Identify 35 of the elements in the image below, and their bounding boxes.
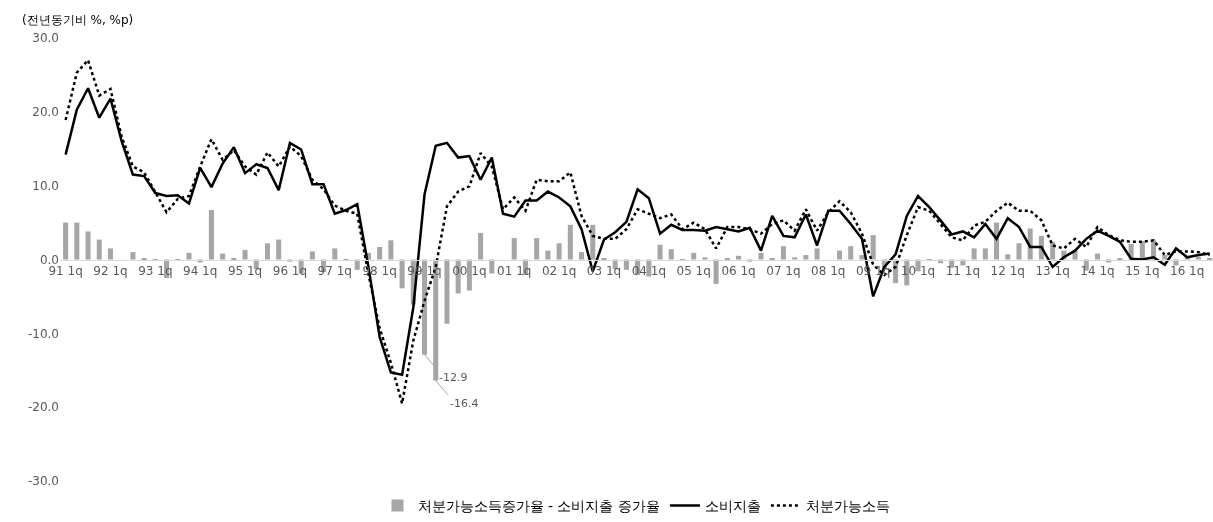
y-tick-label: 10.0 — [32, 178, 59, 193]
y-tick-label: 30.0 — [32, 31, 59, 46]
x-tick-label: 08 1q — [811, 263, 846, 278]
legend-label: 처분가능소득증가율 - 소비지출 증가율 — [417, 498, 660, 515]
x-tick-label: 93 1q — [138, 263, 173, 278]
x-tick-label: 97 1q — [317, 263, 352, 278]
x-tick-label: 13 1q — [1035, 263, 1070, 278]
data-label: -12.9 — [439, 371, 468, 384]
x-tick-label: 96 1q — [272, 263, 308, 278]
x-tick-label: 02 1q — [541, 263, 577, 278]
y-axis-title: (전년동기비 %, %p) — [22, 13, 134, 27]
x-tick-label: 99 1q — [407, 263, 442, 278]
y-tick-label: -20.0 — [27, 400, 59, 415]
x-tick-label: 16 1q — [1170, 263, 1205, 278]
y-tick-label: -30.0 — [27, 474, 59, 489]
x-tick-label: 05 1q — [676, 263, 711, 278]
x-tick-label: 14 1q — [1080, 263, 1115, 278]
x-tick-label: 04 1q — [631, 263, 667, 278]
x-tick-label: 06 1q — [721, 263, 756, 278]
x-tick-label: 03 1q — [586, 263, 622, 278]
y-tick-label: 20.0 — [32, 105, 59, 120]
legend-label: 처분가능소득 — [805, 498, 890, 515]
x-tick-label: 10 1q — [900, 263, 936, 278]
x-tick-label: 12 1q — [990, 263, 1025, 278]
data-label: -16.4 — [450, 397, 479, 410]
x-tick-label: 01 1q — [497, 263, 532, 278]
x-tick-label: 92 1q — [93, 263, 128, 278]
x-tick-label: 94 1q — [183, 263, 218, 278]
legend-label: 소비지출 — [704, 498, 761, 515]
x-tick-label: 00 1q — [452, 263, 487, 278]
y-tick-label: -10.0 — [27, 326, 59, 341]
x-tick-label: 07 1q — [766, 263, 801, 278]
x-tick-label: 95 1q — [227, 263, 263, 278]
x-tick-label: 11 1q — [945, 263, 981, 278]
x-tick-label: 15 1q — [1125, 263, 1160, 278]
